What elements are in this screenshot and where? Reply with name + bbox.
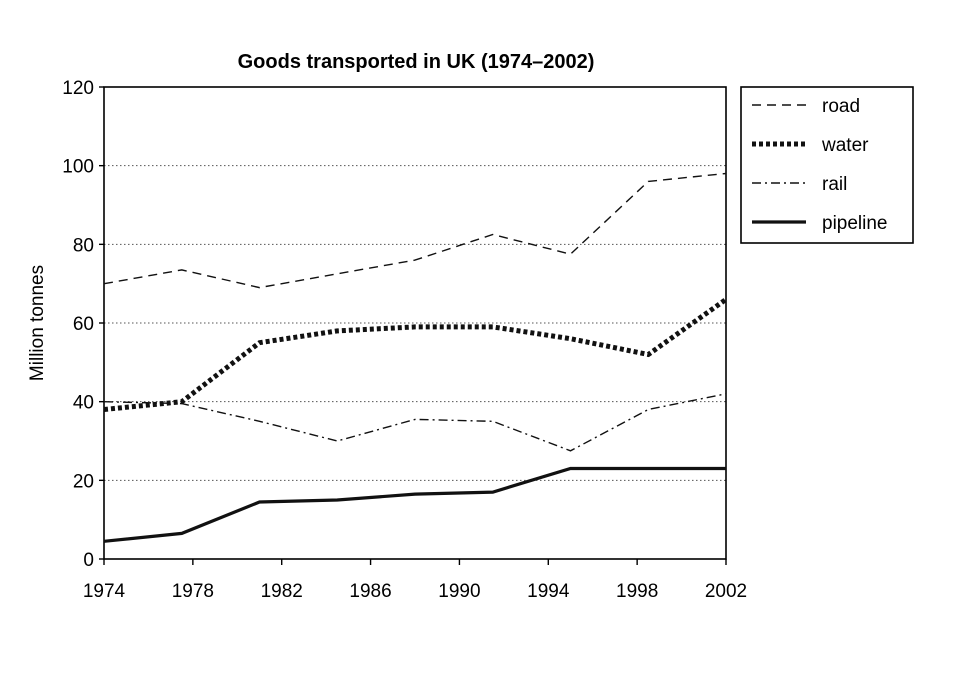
legend: road water rail pipeline — [740, 86, 914, 244]
y-tick-label: 100 — [62, 157, 94, 178]
x-axis-ticks: 1974 1978 1982 1986 1990 1994 1998 2002 — [83, 559, 747, 602]
series-line-water — [103, 297, 728, 412]
y-tick-label: 20 — [73, 471, 94, 492]
series-line-road — [103, 172, 727, 289]
y-tick-label: 40 — [73, 393, 94, 414]
x-tick-label: 2002 — [705, 581, 747, 602]
series-line-rail — [103, 393, 727, 452]
legend-label-road: road — [822, 96, 860, 117]
series-line-pipeline — [103, 466, 726, 543]
x-tick-label: 1994 — [527, 581, 570, 602]
y-tick-label: 0 — [83, 550, 94, 571]
x-tick-label: 1998 — [616, 581, 658, 602]
y-axis-ticks: 0 20 40 60 80 100 120 — [62, 78, 104, 571]
x-tick-label: 1974 — [83, 581, 126, 602]
legend-items: road water rail pipeline — [752, 96, 888, 234]
x-tick-label: 1982 — [261, 581, 303, 602]
series-lines — [103, 172, 728, 543]
x-tick-label: 1986 — [349, 581, 391, 602]
x-tick-label: 1978 — [172, 581, 214, 602]
x-tick-label: 1990 — [438, 581, 480, 602]
legend-frame — [740, 86, 914, 244]
chart-title: Goods transported in UK (1974–2002) — [238, 51, 595, 73]
legend-label-pipeline: pipeline — [822, 213, 888, 234]
y-tick-label: 80 — [73, 235, 94, 256]
y-axis-label: Million tonnes — [27, 265, 48, 381]
gridlines — [104, 165, 726, 481]
y-tick-label: 60 — [73, 314, 94, 335]
legend-label-rail: rail — [822, 174, 847, 195]
y-tick-label: 120 — [62, 78, 94, 99]
legend-label-water: water — [821, 135, 869, 156]
